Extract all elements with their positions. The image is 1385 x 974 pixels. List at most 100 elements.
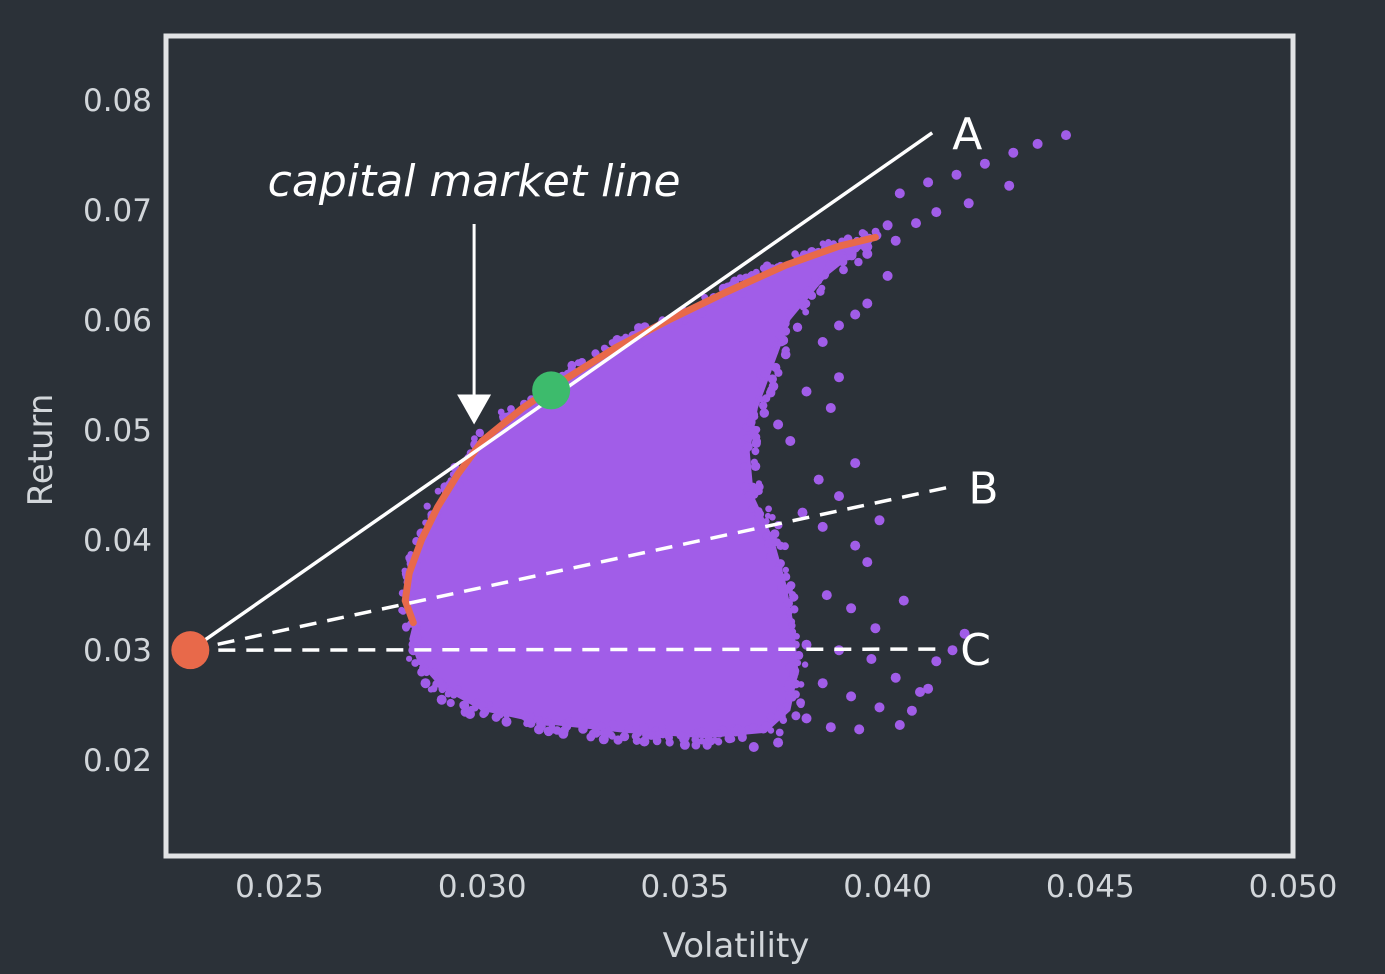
annotation-arrow-head bbox=[457, 394, 492, 425]
portfolio-dot bbox=[788, 591, 797, 599]
portfolio-dot bbox=[766, 552, 775, 561]
portfolio-outlier bbox=[817, 678, 828, 689]
portfolio-outlier bbox=[882, 270, 893, 281]
y-tick-label: 0.03 bbox=[83, 633, 152, 669]
x-axis-ticks: 0.025 0.030 0.035 0.040 0.045 0.050 bbox=[235, 869, 1337, 905]
portfolio-dot bbox=[767, 374, 778, 384]
portfolio-dot bbox=[603, 727, 612, 735]
portfolio-dot bbox=[825, 260, 835, 271]
portfolio-dot bbox=[746, 417, 756, 428]
portfolio-outlier bbox=[773, 419, 784, 430]
portfolio-dot bbox=[487, 701, 494, 708]
line-label-b: B bbox=[968, 463, 998, 514]
portfolio-dot bbox=[494, 707, 504, 716]
portfolio-outlier bbox=[898, 595, 909, 606]
portfolio-dot bbox=[711, 737, 719, 744]
portfolio-dot bbox=[820, 270, 829, 280]
line-label-a: A bbox=[952, 109, 982, 160]
portfolio-outlier bbox=[773, 737, 784, 748]
portfolio-dot bbox=[764, 539, 773, 548]
portfolio-dot bbox=[744, 491, 752, 499]
portfolio-dot bbox=[782, 572, 791, 581]
portfolio-dot bbox=[471, 704, 479, 712]
x-axis-title: Volatility bbox=[663, 926, 810, 966]
portfolio-dot bbox=[639, 723, 649, 733]
portfolio-dot bbox=[755, 480, 763, 487]
portfolio-outlier bbox=[979, 158, 990, 169]
portfolio-dot bbox=[574, 359, 582, 367]
portfolio-dot bbox=[462, 471, 472, 481]
portfolio-dot bbox=[788, 622, 796, 630]
portfolio-dot bbox=[751, 432, 761, 442]
portfolio-dot bbox=[613, 735, 623, 745]
portfolio-outlier bbox=[420, 678, 431, 689]
portfolio-dot bbox=[854, 257, 863, 267]
portfolio-outlier bbox=[846, 691, 857, 702]
portfolio-outlier bbox=[801, 386, 812, 397]
portfolio-outlier bbox=[834, 491, 844, 502]
portfolio-outlier bbox=[862, 298, 873, 309]
portfolio-dot bbox=[740, 456, 748, 464]
portfolio-dot bbox=[663, 730, 671, 737]
portfolio-outlier bbox=[1008, 147, 1019, 158]
portfolio-outlier bbox=[894, 720, 905, 730]
portfolio-dot bbox=[801, 661, 809, 668]
portfolio-outlier bbox=[931, 656, 942, 667]
portfolio-dot bbox=[786, 651, 793, 658]
portfolio-dot bbox=[512, 707, 520, 716]
portfolio-dot bbox=[748, 505, 756, 513]
portfolio-cloud-area bbox=[405, 237, 876, 739]
portfolio-dot bbox=[450, 691, 458, 699]
portfolio-dot bbox=[475, 428, 484, 438]
portfolio-dot bbox=[753, 426, 761, 434]
tangency-point bbox=[532, 371, 571, 410]
portfolio-outlier bbox=[894, 188, 905, 199]
portfolio-outlier bbox=[862, 557, 873, 568]
portfolio-outlier bbox=[882, 220, 893, 231]
portfolio-dot bbox=[759, 408, 769, 418]
portfolio-dot bbox=[761, 721, 771, 731]
portfolio-outlier bbox=[923, 683, 934, 694]
portfolio-dot bbox=[456, 481, 464, 489]
portfolio-dot bbox=[412, 629, 421, 638]
portfolio-outlier bbox=[834, 320, 844, 331]
y-axis-ticks: 0.08 0.07 0.06 0.05 0.04 0.03 0.02 bbox=[83, 83, 152, 779]
portfolio-outlier bbox=[639, 736, 650, 747]
portfolio-dot bbox=[754, 515, 761, 523]
portfolio-outlier bbox=[1032, 138, 1043, 149]
y-tick-label: 0.07 bbox=[83, 193, 152, 229]
portfolio-outlier bbox=[825, 403, 836, 413]
portfolio-outlier bbox=[951, 169, 962, 180]
portfolio-dot bbox=[698, 737, 706, 745]
portfolio-dot bbox=[471, 435, 478, 443]
efficient-frontier bbox=[401, 233, 879, 627]
portfolio-dot bbox=[785, 309, 793, 318]
portfolio-dot bbox=[748, 410, 759, 420]
efficient-frontier-layer bbox=[401, 233, 879, 627]
portfolio-outlier bbox=[817, 337, 828, 347]
portfolio-outlier bbox=[870, 623, 881, 634]
portfolio-dot bbox=[798, 289, 805, 296]
portfolio-outlier bbox=[465, 709, 475, 719]
portfolio-dot bbox=[839, 265, 848, 275]
portfolio-dot bbox=[802, 308, 810, 316]
portfolio-dot bbox=[852, 244, 860, 253]
x-tick-label: 0.050 bbox=[1249, 869, 1338, 905]
portfolio-dot bbox=[565, 717, 573, 725]
portfolio-dot bbox=[806, 292, 813, 299]
portfolio-dot bbox=[624, 724, 634, 734]
portfolio-dot bbox=[785, 694, 794, 703]
portfolio-dot bbox=[797, 681, 805, 688]
portfolio-dot bbox=[413, 577, 420, 584]
portfolio-dot bbox=[402, 623, 410, 632]
portfolio-dot bbox=[430, 667, 439, 677]
portfolio-outlier bbox=[890, 672, 901, 683]
y-axis-title: Return bbox=[21, 394, 61, 507]
portfolio-outlier bbox=[821, 590, 832, 601]
portfolio-dot bbox=[526, 718, 536, 728]
portfolio-dot bbox=[444, 690, 452, 698]
portfolio-dot bbox=[789, 672, 796, 679]
portfolio-dot bbox=[751, 438, 761, 448]
portfolio-dot bbox=[751, 447, 760, 456]
